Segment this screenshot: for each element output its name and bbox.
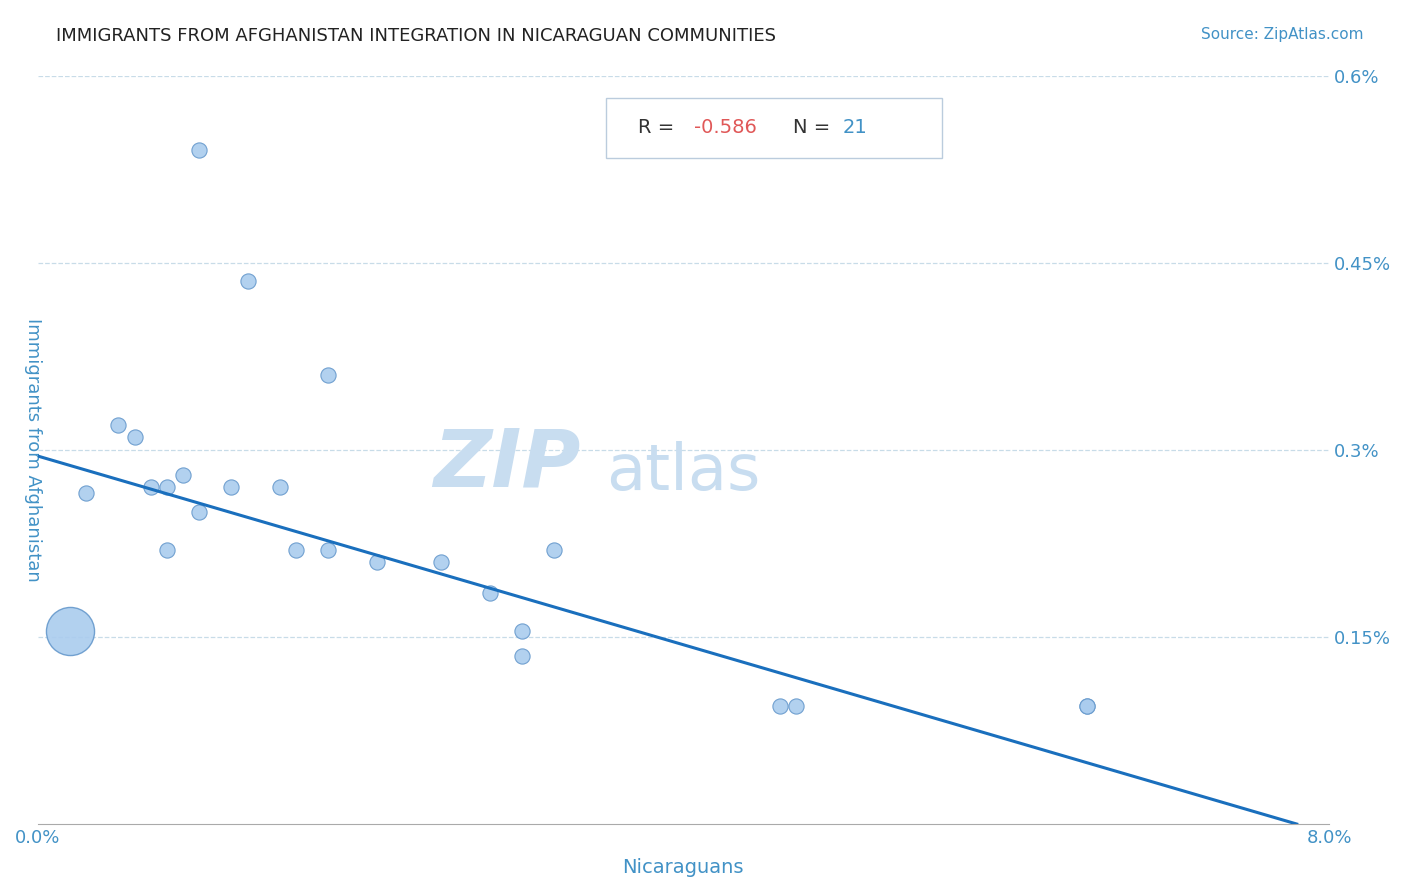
Point xyxy=(785,698,807,713)
Point xyxy=(366,555,388,569)
Point xyxy=(269,480,291,494)
Point xyxy=(543,542,565,557)
Point xyxy=(172,467,194,482)
Text: IMMIGRANTS FROM AFGHANISTAN INTEGRATION IN NICARAGUAN COMMUNITIES: IMMIGRANTS FROM AFGHANISTAN INTEGRATION … xyxy=(56,27,776,45)
Point xyxy=(236,274,259,288)
Point xyxy=(510,648,533,663)
Point xyxy=(769,698,792,713)
Point xyxy=(188,144,211,158)
Point xyxy=(510,624,533,638)
Point xyxy=(221,480,243,494)
Point xyxy=(156,542,179,557)
Point xyxy=(124,430,146,444)
Point xyxy=(107,417,129,432)
Text: -0.586: -0.586 xyxy=(693,119,756,137)
Point xyxy=(430,555,453,569)
Point xyxy=(316,368,339,382)
Text: N =: N = xyxy=(793,119,837,137)
Text: atlas: atlas xyxy=(606,442,761,503)
Point xyxy=(188,505,211,519)
Text: ZIP: ZIP xyxy=(433,425,581,504)
Text: 21: 21 xyxy=(842,119,868,137)
Point xyxy=(75,486,97,500)
Point xyxy=(59,624,82,638)
Text: R =: R = xyxy=(638,119,681,137)
X-axis label: Nicaraguans: Nicaraguans xyxy=(623,858,744,877)
Text: Source: ZipAtlas.com: Source: ZipAtlas.com xyxy=(1201,27,1364,42)
Point xyxy=(156,480,179,494)
Y-axis label: Immigrants from Afghanistan: Immigrants from Afghanistan xyxy=(24,318,42,582)
Point xyxy=(1076,698,1098,713)
FancyBboxPatch shape xyxy=(606,98,942,158)
Point xyxy=(316,542,339,557)
Point xyxy=(1076,698,1098,713)
Point xyxy=(139,480,162,494)
Point xyxy=(284,542,307,557)
Point xyxy=(478,586,501,600)
